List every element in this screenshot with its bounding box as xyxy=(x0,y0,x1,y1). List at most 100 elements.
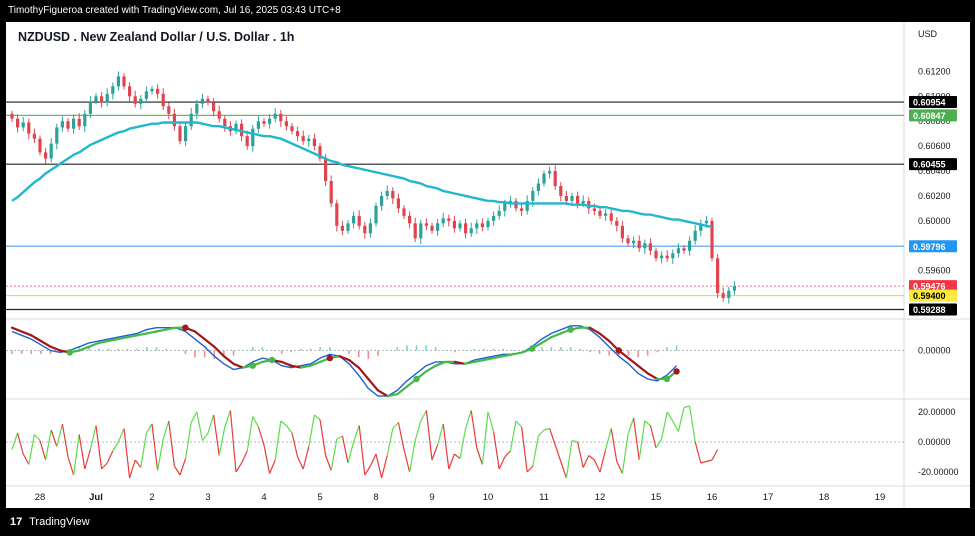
candle-body xyxy=(665,255,669,259)
oscillator-segment xyxy=(257,426,265,446)
level-badge-label: 0.59288 xyxy=(913,305,946,315)
level-badge-label: 0.59476 xyxy=(913,282,946,292)
oscillator-segment xyxy=(112,441,119,452)
candle-body xyxy=(464,223,468,234)
candle-body xyxy=(436,223,440,231)
macd-histogram-bar xyxy=(194,350,196,358)
oscillator-segment xyxy=(50,429,58,447)
candle-body xyxy=(424,223,428,226)
oscillator-segment xyxy=(95,425,103,470)
macd-histogram-bar xyxy=(666,347,668,351)
oscillator-segment xyxy=(358,425,366,476)
candle-body xyxy=(727,290,731,299)
macd-signal-segment xyxy=(492,355,505,360)
oscillator-segment xyxy=(151,423,159,471)
macd-histogram-bar xyxy=(656,350,659,353)
macd-signal-segment xyxy=(193,330,206,341)
candle-body xyxy=(144,91,148,99)
macd-histogram-bar xyxy=(521,350,524,351)
candle-body xyxy=(318,146,322,159)
oscillator-segment xyxy=(577,441,584,468)
time-axis-label: 5 xyxy=(317,492,322,503)
macd-histogram-bar xyxy=(146,347,148,351)
oscillator-segment xyxy=(605,428,612,450)
oscillator-segment xyxy=(509,420,517,452)
macd-histogram-bar xyxy=(232,350,235,356)
macd-histogram-bar xyxy=(126,348,129,351)
macd-cross-marker xyxy=(182,324,189,331)
brand-bar: 17 TradingView xyxy=(0,508,975,536)
candle-body xyxy=(150,88,154,92)
candle-body xyxy=(66,121,70,129)
oscillator-segment xyxy=(330,438,338,471)
macd-histogram-bar xyxy=(348,350,350,354)
candle-body xyxy=(637,240,641,249)
candle-body xyxy=(279,113,283,122)
level-badge xyxy=(909,240,957,253)
macd-histogram-bar xyxy=(271,350,273,351)
macd-histogram-bar xyxy=(646,350,649,356)
oscillator-segment xyxy=(403,449,411,473)
time-axis-label: 12 xyxy=(595,492,606,503)
macd-histogram-bar xyxy=(319,347,322,351)
macd-histogram-bar xyxy=(406,345,408,351)
oscillator-segment xyxy=(185,422,192,459)
macd-histogram-bar xyxy=(492,348,495,351)
price-tick-label: 0.59600 xyxy=(918,266,951,276)
macd-histogram-bar xyxy=(454,350,456,353)
time-axis-label: 18 xyxy=(819,492,830,503)
macd-histogram-bar xyxy=(444,350,447,351)
macd-signal-segment xyxy=(203,338,216,348)
candle-body xyxy=(105,93,109,103)
macd-cross-marker xyxy=(66,349,73,356)
candle-body xyxy=(503,203,507,211)
chart-canvas[interactable]: USD0.612000.610000.608000.606000.604000.… xyxy=(6,22,970,508)
oscillator-tick-label: 0.00000 xyxy=(918,437,951,447)
candle-body xyxy=(514,200,518,209)
oscillator-segment xyxy=(269,459,276,474)
oscillator-segment xyxy=(526,465,534,473)
candle-body xyxy=(559,185,563,196)
oscillator-segment xyxy=(347,441,355,464)
oscillator-segment xyxy=(285,425,293,434)
chart-area[interactable]: USD0.612000.610000.608000.606000.604000.… xyxy=(6,22,970,508)
candle-body xyxy=(368,223,372,234)
candle-body xyxy=(536,183,540,191)
oscillator-segment xyxy=(353,425,360,443)
oscillator-segment xyxy=(588,455,595,461)
oscillator-segment xyxy=(263,444,271,474)
macd-signal-segment xyxy=(87,341,100,348)
oscillator-segment xyxy=(45,429,52,461)
candle-body xyxy=(380,195,384,206)
oscillator-segment xyxy=(633,417,640,461)
oscillator-segment xyxy=(78,434,86,470)
macd-cross-marker xyxy=(663,375,671,383)
candle-body xyxy=(475,223,479,229)
candle-body xyxy=(598,210,602,216)
time-axis-label: 9 xyxy=(429,492,434,503)
time-axis-label: 28 xyxy=(35,492,46,503)
candle-body xyxy=(83,113,87,127)
macd-histogram-bar xyxy=(11,350,13,354)
oscillator-segment xyxy=(554,444,562,462)
macd-histogram-bar xyxy=(20,350,23,354)
oscillator-segment xyxy=(280,420,287,426)
oscillator-segment xyxy=(246,416,254,452)
macd-signal-segment xyxy=(367,377,380,392)
brand-label: TradingView xyxy=(29,516,90,528)
candle-body xyxy=(60,121,64,128)
time-axis-label: 8 xyxy=(373,492,378,503)
candle-body xyxy=(240,123,244,137)
macd-signal-segment xyxy=(588,326,601,335)
macd-fast-line xyxy=(11,325,678,397)
oscillator-segment xyxy=(571,439,578,443)
time-axis-label: 17 xyxy=(763,492,774,503)
oscillator-segment xyxy=(437,423,444,446)
macd-signal-segment xyxy=(107,338,120,343)
candle-body xyxy=(620,225,624,239)
macd-histogram-bar xyxy=(261,347,264,351)
oscillator-segment xyxy=(689,405,696,443)
oscillator-segment xyxy=(364,465,371,476)
oscillator-segment xyxy=(649,425,657,449)
